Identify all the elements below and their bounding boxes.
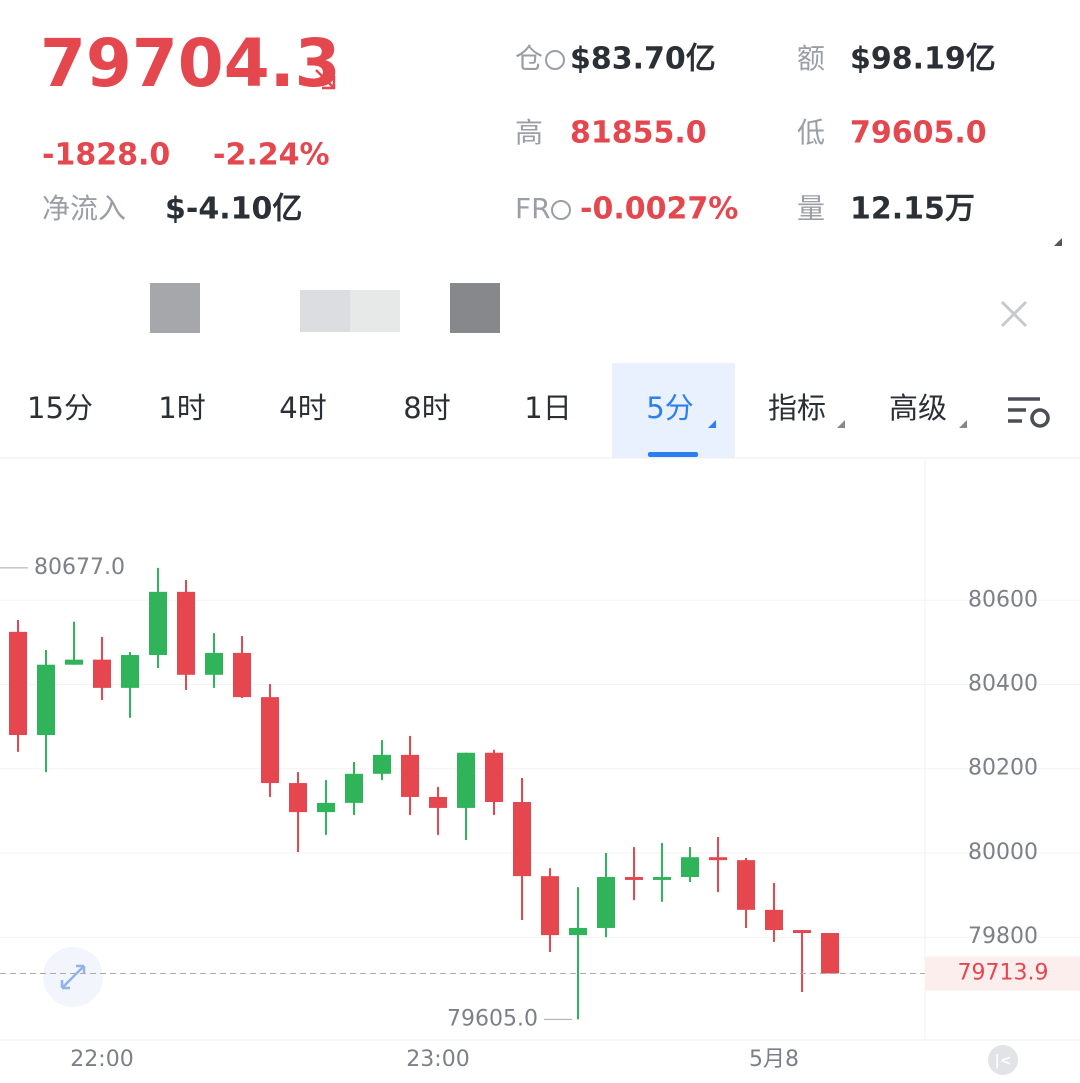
x-tick-label: 23:00 [406,1047,469,1072]
candle-body [737,860,755,910]
candle-body [65,659,83,665]
candle-body [653,876,671,880]
tab[interactable]: 高级 [889,391,947,425]
candle-body [681,857,699,877]
expand-icon [60,964,86,990]
blurred-item [350,290,400,332]
candle-body [261,697,279,784]
change: -1828.0 [42,138,170,173]
candle-body [793,930,811,934]
blurred-item [300,290,350,332]
candle-body [93,659,111,688]
candle-body [457,752,475,808]
net-inflow-label: 净流入 [42,192,126,225]
candle-body [149,591,167,656]
max-label: 80677.0 [34,555,125,580]
candle-body [121,655,139,688]
candle-body [9,631,27,736]
x-tick-label: 22:00 [70,1047,133,1072]
last-price-box [925,956,1080,991]
down-arrow [315,69,336,90]
candle-body [289,783,307,813]
min-label: 79605.0 [447,1006,538,1031]
stat-value: $83.70亿 [570,42,716,77]
tab-active[interactable]: 5分 [646,391,693,425]
stat-label: 低 [797,116,825,149]
candle-body [205,652,223,675]
scroll-start-button[interactable] [988,1045,1018,1075]
x-tick-label: 5月8 [749,1047,799,1072]
stat-value: 79605.0 [850,116,987,151]
candle-body [625,876,643,880]
candle-body [317,802,335,813]
candle-body [485,752,503,803]
candle-body [373,754,391,774]
y-tick-label: 80600 [968,587,1038,612]
close-button[interactable] [1000,300,1028,328]
y-tick-label: 79800 [968,924,1038,949]
candle-body [569,927,587,936]
candle-body [233,652,251,698]
tab-triangle [837,420,845,428]
scroll-icon: |< [995,1053,1012,1069]
tab-triangle [959,420,967,428]
tab[interactable]: 15分 [27,391,93,425]
candle-body [177,591,195,675]
blurred-item [450,283,500,333]
stat-label: 高 [515,116,543,149]
help-icon[interactable] [551,200,571,220]
candle-body [429,796,447,808]
blurred-item [150,283,200,333]
help-icon[interactable] [545,50,565,70]
candle-body [821,933,839,974]
candle-body [401,754,419,797]
last-price-label: 79713.9 [958,960,1049,985]
corner-triangle [1054,238,1062,246]
y-tick-label: 80200 [968,756,1038,781]
candle-body [709,857,727,861]
stat-label: 量 [797,192,825,225]
y-tick-label: 80400 [968,672,1038,697]
stat-value: 12.15万 [850,192,975,227]
candle-body [765,909,783,931]
active-tab-underline [648,452,698,457]
stat-label: 额 [797,42,825,75]
stat-value: $98.19亿 [850,42,996,77]
tab[interactable]: 4时 [279,391,326,425]
tab-triangle [708,420,716,428]
candle-body [597,876,615,928]
candle-body [541,876,559,936]
tab[interactable]: 1日 [524,391,571,425]
settings-icon[interactable] [1008,397,1050,428]
candle-body [345,773,363,803]
change-pct: -2.24% [213,138,330,173]
stat-label: 仓 [515,42,543,75]
stat-label: FR [515,192,551,225]
tab[interactable]: 1时 [158,391,205,425]
active-tab-bg [612,363,735,458]
net-inflow: $-4.10亿 [165,192,302,227]
y-tick-label: 80000 [968,840,1038,865]
stat-value: 81855.0 [570,116,707,151]
tab[interactable]: 指标 [768,391,826,425]
candle-body [513,802,531,877]
price: 79704.3 [40,25,341,102]
candle-body [37,664,55,736]
stat-value: -0.0027% [580,192,738,227]
tab[interactable]: 8时 [403,391,450,425]
